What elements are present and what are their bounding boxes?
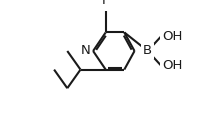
Text: N: N bbox=[81, 45, 91, 57]
Text: F: F bbox=[102, 0, 109, 7]
Text: OH: OH bbox=[162, 59, 183, 72]
Text: OH: OH bbox=[162, 30, 183, 43]
Text: B: B bbox=[143, 45, 152, 57]
